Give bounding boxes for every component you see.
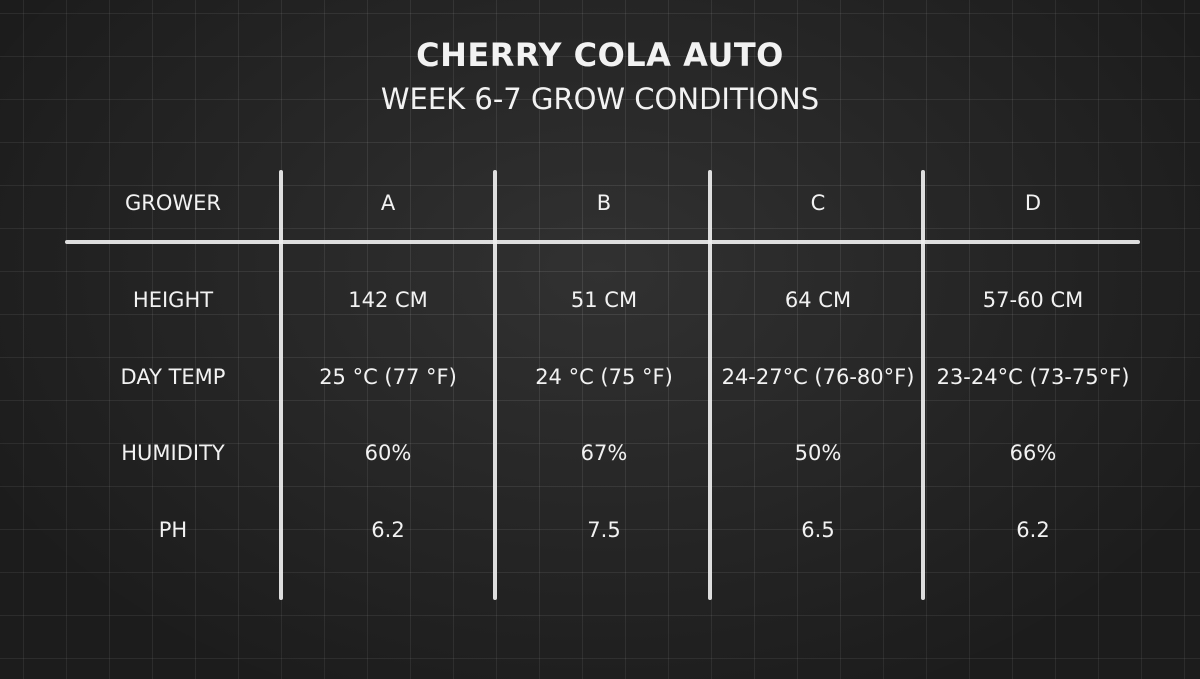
table-cell: 50% <box>794 441 842 465</box>
table-cell: 24-27°C (76-80°F) <box>721 365 915 389</box>
column-divider <box>493 170 497 600</box>
table-cell: 57-60 CM <box>982 288 1084 312</box>
column-header: B <box>596 191 612 215</box>
row-label: HEIGHT <box>132 288 214 312</box>
column-divider <box>708 170 712 600</box>
table-cell: 64 CM <box>784 288 852 312</box>
column-header-grower: GROWER <box>124 191 222 215</box>
table-cell: 142 CM <box>348 288 428 312</box>
column-divider <box>279 170 283 600</box>
table-cell: 66% <box>1009 441 1057 465</box>
table-cell: 60% <box>364 441 412 465</box>
header-divider <box>65 240 1140 244</box>
column-header: A <box>380 191 396 215</box>
table-cell: 6.2 <box>371 518 405 542</box>
table-cell: 23-24°C (73-75°F) <box>936 365 1130 389</box>
table-cell: 6.2 <box>1016 518 1050 542</box>
table-cell: 24 °C (75 °F) <box>535 365 673 389</box>
column-divider <box>921 170 925 600</box>
row-label: PH <box>158 518 188 542</box>
table-cell: 25 °C (77 °F) <box>319 365 457 389</box>
row-label: HUMIDITY <box>121 441 225 465</box>
column-header: D <box>1024 191 1042 215</box>
table-cell: 67% <box>580 441 628 465</box>
table-cell: 6.5 <box>801 518 835 542</box>
row-label: DAY TEMP <box>120 365 226 389</box>
column-header: C <box>810 191 826 215</box>
table-cell: 51 CM <box>570 288 638 312</box>
table-cell: 7.5 <box>587 518 621 542</box>
chart-subtitle: WEEK 6-7 GROW CONDITIONS <box>380 82 820 116</box>
chart-title: CHERRY COLA AUTO <box>416 36 784 74</box>
